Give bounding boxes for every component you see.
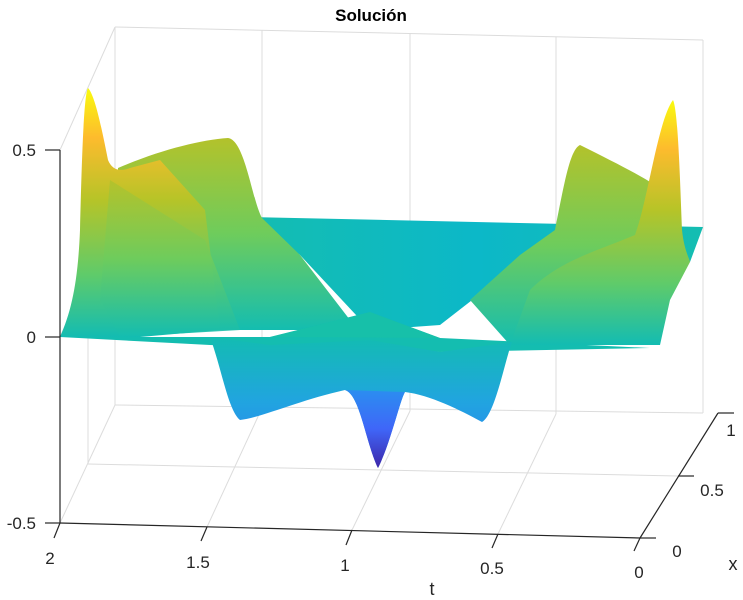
t-tick-label: 0 xyxy=(634,563,643,582)
x-tick-label: 0 xyxy=(672,542,681,561)
x-axis-label: x xyxy=(729,554,738,574)
surface xyxy=(60,88,703,468)
axes xyxy=(45,149,734,552)
x-tick-label: 1 xyxy=(726,421,735,440)
t-tick-label: 1 xyxy=(340,556,349,575)
t-tick-label: 2 xyxy=(45,549,54,568)
chart-title: Solución xyxy=(335,6,407,25)
x-tick-label: 0.5 xyxy=(700,481,724,500)
t-axis-label: t xyxy=(429,579,434,599)
z-tick-label: 0 xyxy=(27,328,36,347)
t-tick-label: 1.5 xyxy=(186,553,210,572)
z-tick-label: -0.5 xyxy=(7,514,36,533)
z-tick-label: 0.5 xyxy=(12,141,36,160)
t-tick-label: 0.5 xyxy=(480,559,504,578)
